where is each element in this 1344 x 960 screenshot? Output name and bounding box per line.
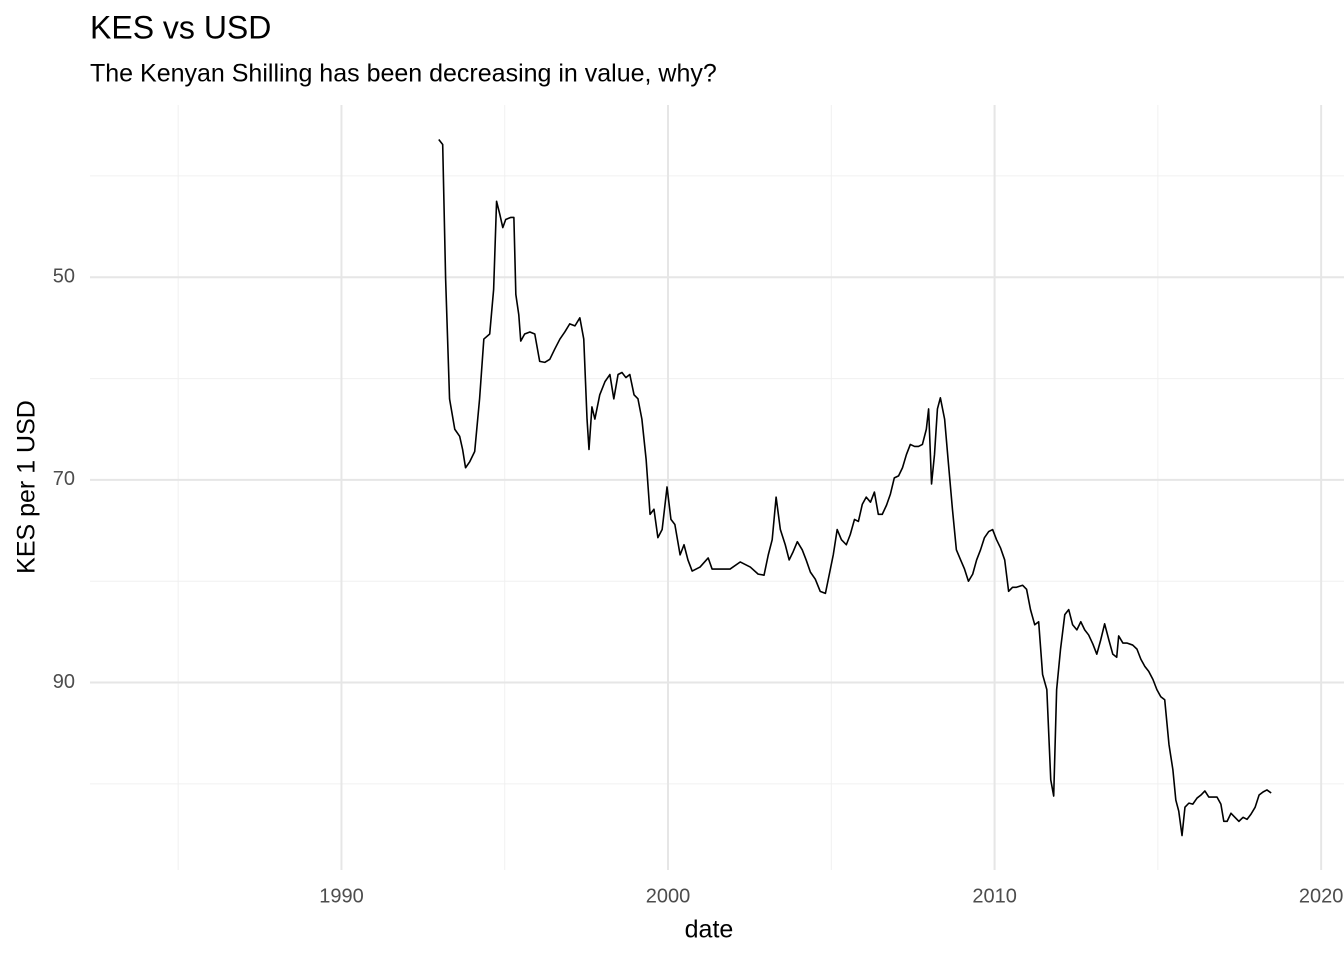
x-axis-label: date xyxy=(685,916,734,944)
x-tick-label: 2020 xyxy=(1299,885,1344,907)
x-tick-label: 1990 xyxy=(319,885,364,907)
y-tick-label: 50 xyxy=(53,266,75,288)
series-line xyxy=(438,138,1272,837)
chart-title: KES vs USD xyxy=(90,9,271,45)
grid xyxy=(90,105,1344,870)
x-tick-label: 2000 xyxy=(646,885,691,907)
y-tick-label: 70 xyxy=(53,468,75,490)
chart-subtitle: The Kenyan Shilling has been decreasing … xyxy=(90,60,717,88)
plot-area xyxy=(438,138,1272,837)
x-tick-label: 2010 xyxy=(972,885,1017,907)
y-axis-label: KES per 1 USD xyxy=(13,400,41,574)
y-tick-label: 90 xyxy=(53,671,75,693)
